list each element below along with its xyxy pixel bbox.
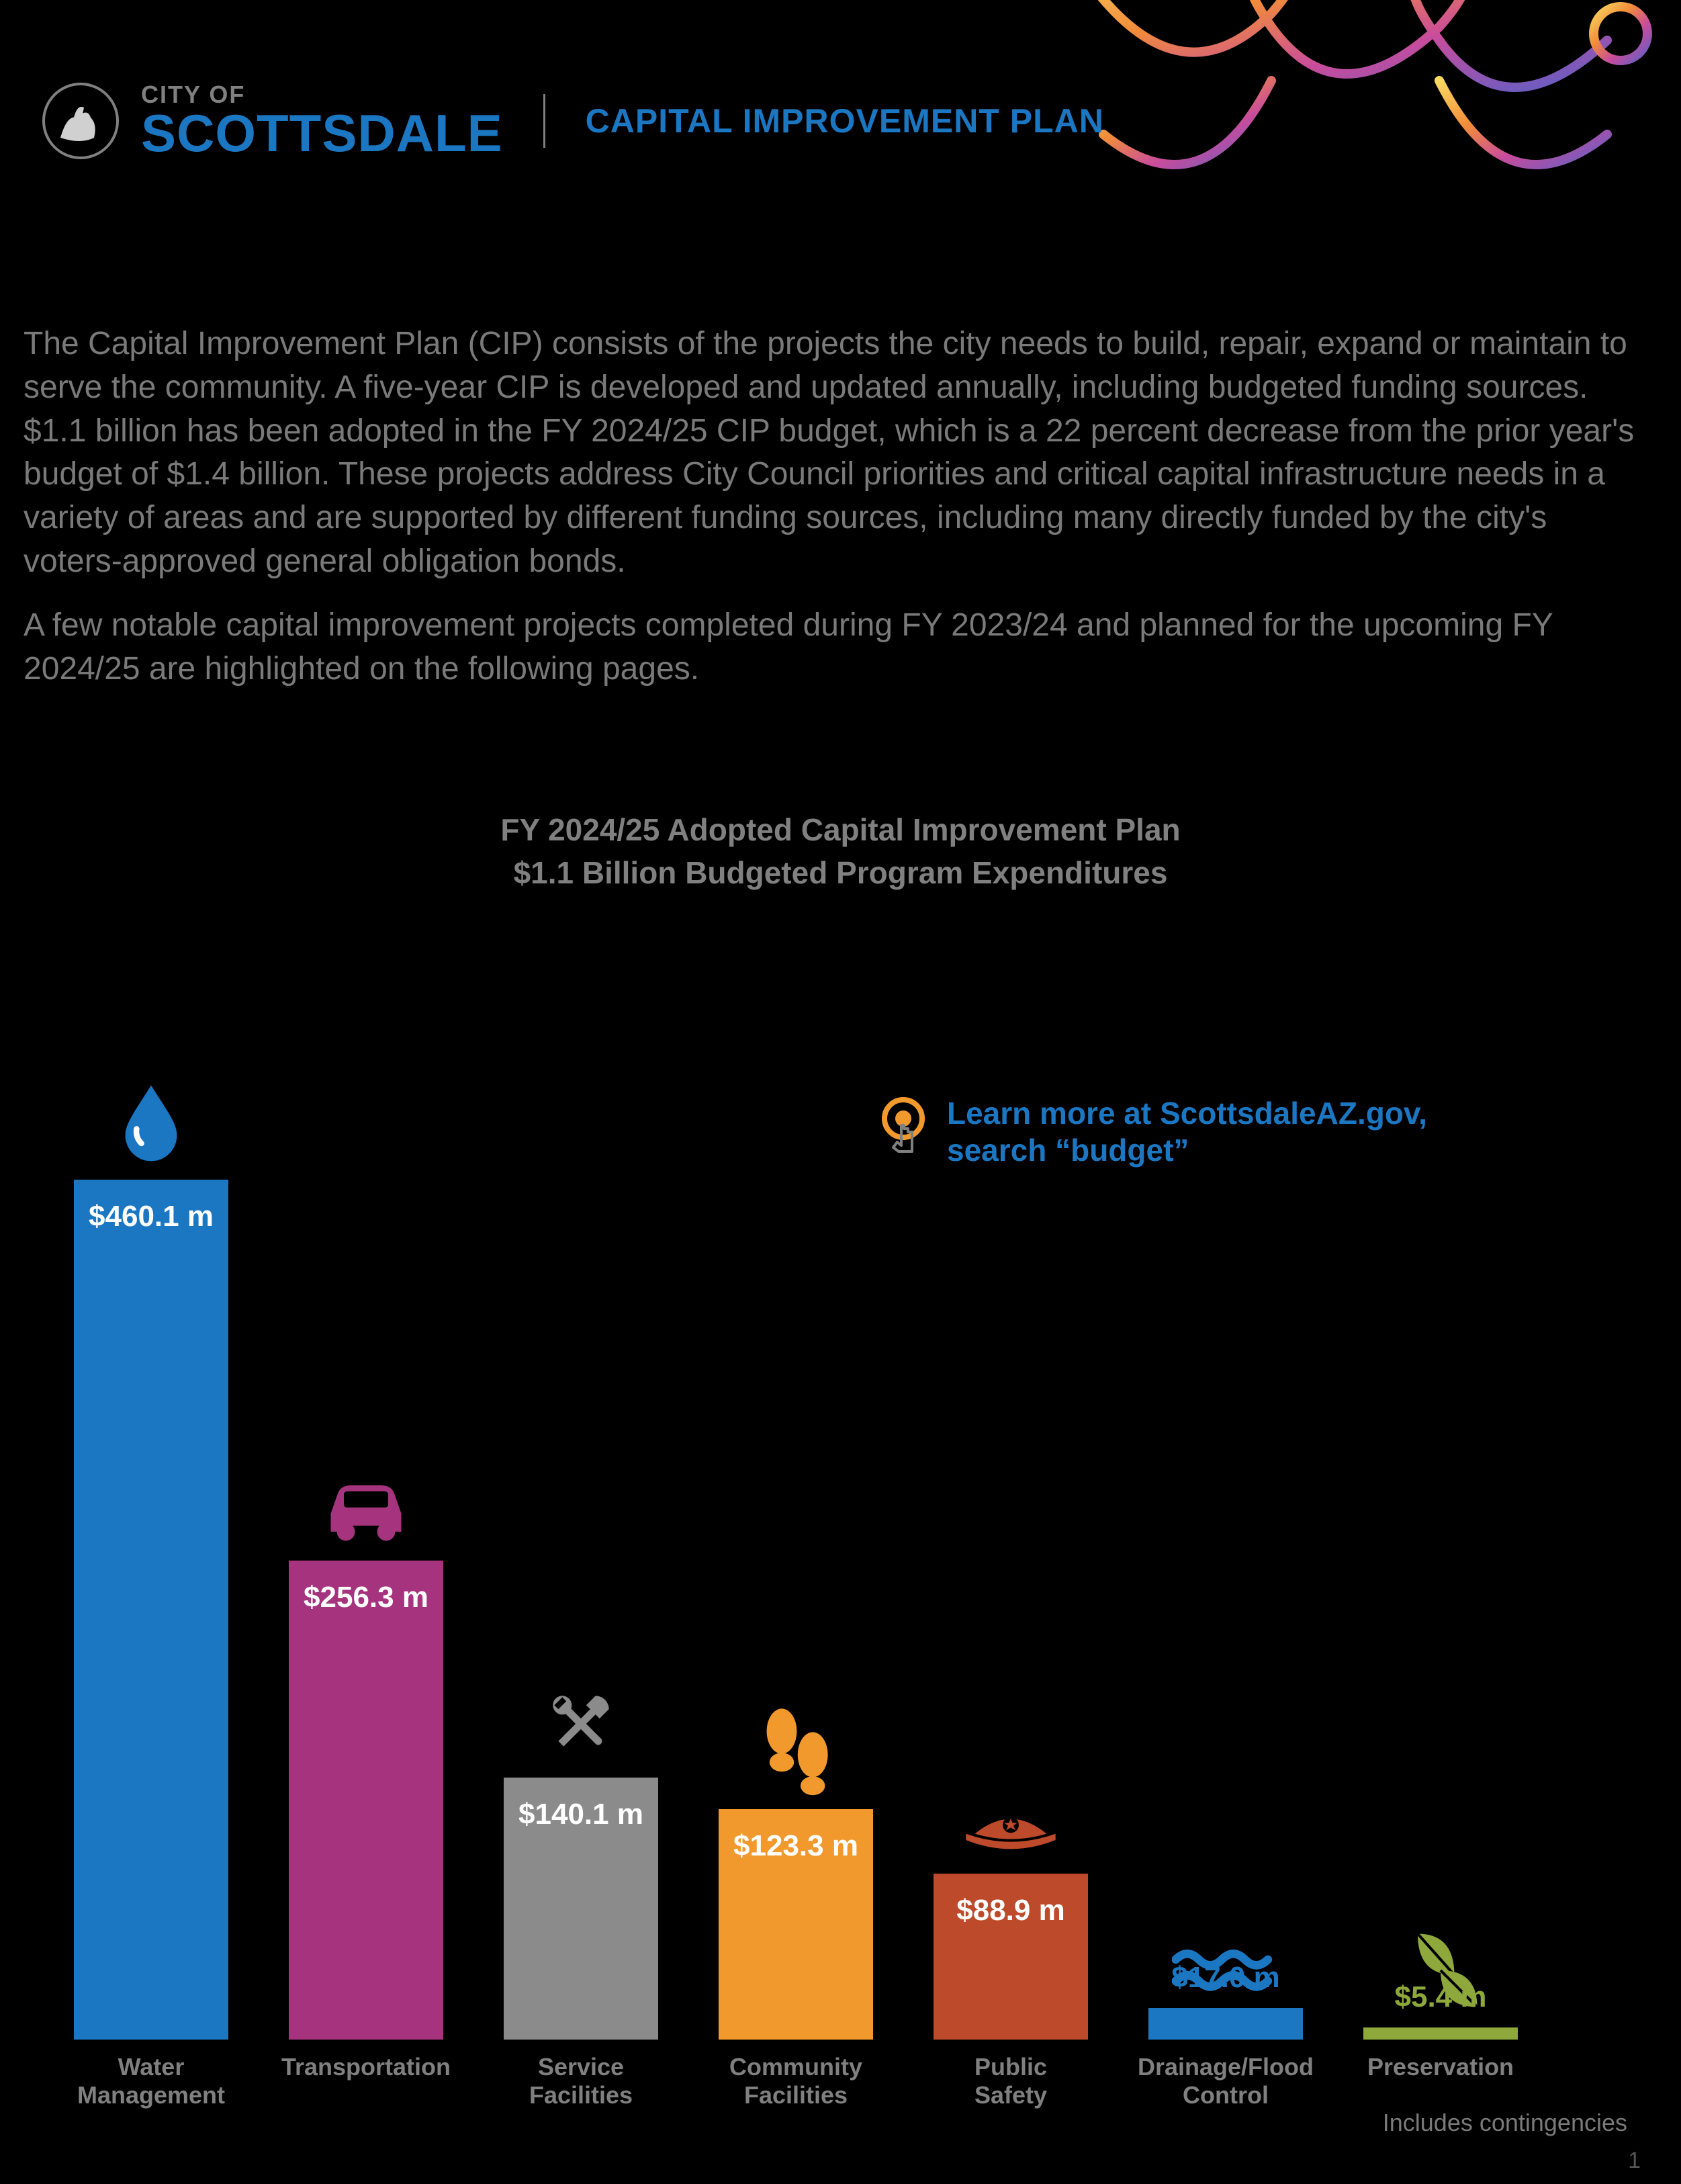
bar-value: $460.1 m [74, 1200, 228, 1233]
bar-value: $140.1 m [504, 1798, 658, 1831]
bar-label: PublicSafety [974, 2053, 1047, 2113]
learn-more-text: Learn more at ScottsdaleAZ.gov, search “… [947, 1095, 1484, 1169]
header-divider [543, 94, 545, 148]
bar: $123.3 m [719, 1809, 873, 2040]
bar-label: Preservation [1367, 2053, 1514, 2113]
bar-label: ServiceFacilities [529, 2053, 633, 2113]
page-header: CITY OF SCOTTSDALE CAPITAL IMPROVEMENT P… [0, 0, 1681, 188]
bar: $256.3 m [289, 1561, 443, 2040]
footprints-icon [742, 1695, 850, 1802]
bar-label: WaterManagement [77, 2053, 225, 2113]
bar-value: $256.3 m [289, 1581, 443, 1614]
bar-group: $140.1 m ServiceFacilities [497, 1663, 665, 2113]
chart-title: FY 2024/25 Adopted Capital Improvement P… [54, 812, 1627, 848]
bar-label: Drainage/FloodControl [1138, 2053, 1314, 2113]
bar-value: $88.9 m [934, 1894, 1088, 1927]
water-drop-icon [97, 1065, 205, 1173]
car-icon [312, 1446, 420, 1554]
city-seal-icon [40, 81, 121, 161]
bar-value: $17.0 m [1148, 1961, 1303, 1995]
bar-group: $123.3 m CommunityFacilities [712, 1695, 880, 2113]
click-pointer-icon [873, 1095, 934, 1155]
logo-block: CITY OF SCOTTSDALE CAPITAL IMPROVEMENT P… [40, 81, 1627, 161]
bar: $17.0 m [1148, 2008, 1303, 2040]
bar-group: $256.3 m Transportation [282, 1446, 450, 2113]
bar-group: $5.4 m Preservation [1357, 1913, 1525, 2113]
page-title: CAPITAL IMPROVEMENT PLAN [586, 101, 1104, 140]
bar: $140.1 m [504, 1778, 658, 2040]
tools-icon [527, 1663, 635, 1771]
bar-chart: $460.1 m WaterManagement $256.3 m Transport… [54, 1092, 1627, 2113]
bar-group: $88.9 m PublicSafety [927, 1759, 1095, 2113]
chart-footnote: Includes contingencies [1383, 2109, 1627, 2137]
bar: $5.4 m [1363, 2027, 1518, 2040]
intro-paragraph-1: The Capital Improvement Plan (CIP) consi… [24, 322, 1654, 584]
page-number: 1 [1628, 2148, 1641, 2174]
bar-label: CommunityFacilities [729, 2053, 862, 2113]
bar: $88.9 m [934, 1874, 1088, 2040]
bar: $460.1 m [74, 1180, 228, 2040]
police-hat-icon [957, 1759, 1064, 1867]
intro-paragraph-2: A few notable capital improvement projec… [24, 604, 1654, 691]
learn-more-callout[interactable]: Learn more at ScottsdaleAZ.gov, search “… [873, 1095, 1484, 1169]
chart-section: FY 2024/25 Adopted Capital Improvement P… [0, 812, 1681, 2113]
bar-group: $460.1 m WaterManagement [67, 1065, 235, 2113]
bar-value: $123.3 m [719, 1829, 873, 1863]
bar-value: $5.4 m [1363, 1980, 1518, 2014]
bar-group: $17.0 mDrainage/FloodControl [1142, 1894, 1310, 2113]
city-name: SCOTTSDALE [141, 107, 503, 159]
bar-label: Transportation [281, 2053, 451, 2113]
chart-subtitle: $1.1 Billion Budgeted Program Expenditur… [54, 855, 1627, 891]
